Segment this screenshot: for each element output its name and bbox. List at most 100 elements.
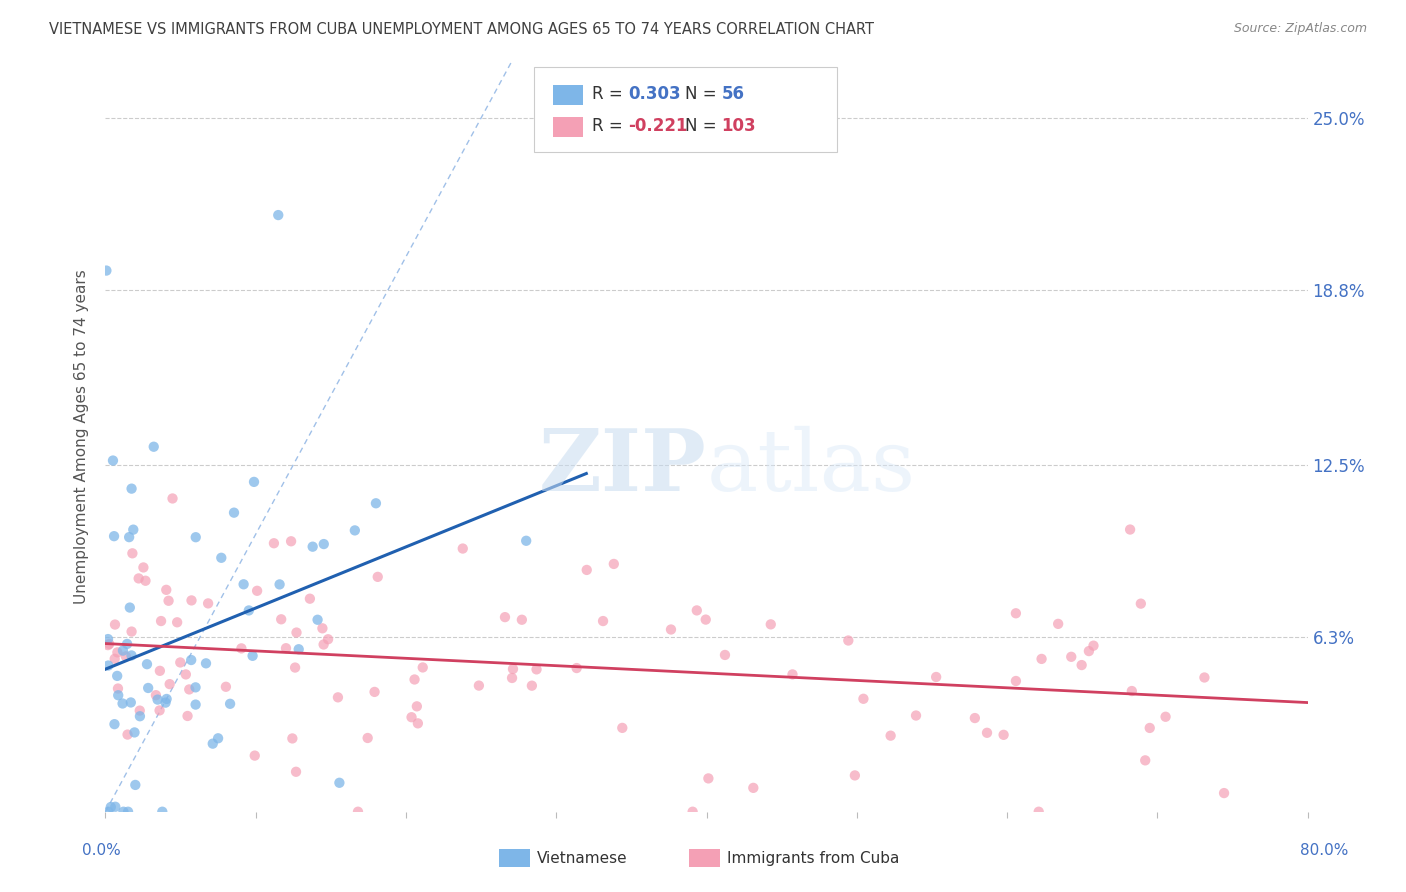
Point [742, 780, 765, 795]
Point [112, 805, 135, 819]
Point [101, 453, 124, 467]
Y-axis label: Unemployment Among Ages 65 to 74 years: Unemployment Among Ages 65 to 74 years [75, 269, 90, 605]
Point [401, 710, 423, 724]
Point [281, 731, 304, 746]
Point [612, 721, 634, 735]
Point [1070, 658, 1092, 673]
Point [243, 475, 266, 489]
Point [246, 583, 269, 598]
Text: 56: 56 [721, 85, 744, 103]
Point [207, 731, 229, 746]
Point [136, 681, 159, 695]
Point [686, 603, 709, 617]
Point [592, 614, 614, 628]
Point [184, 698, 207, 712]
Point [501, 671, 523, 685]
Point [1119, 523, 1142, 537]
Point [659, 623, 682, 637]
Point [697, 772, 720, 786]
Point [97, 658, 120, 673]
Point [343, 524, 366, 538]
Text: Source: ZipAtlas.com: Source: ZipAtlas.com [1233, 22, 1367, 36]
Point [120, 696, 142, 710]
Point [215, 680, 238, 694]
Point [510, 613, 533, 627]
Point [169, 656, 191, 670]
Point [269, 577, 291, 591]
Point [494, 610, 516, 624]
Point [166, 615, 188, 630]
Point [180, 653, 202, 667]
Point [993, 728, 1015, 742]
Point [307, 613, 329, 627]
Point [270, 612, 292, 626]
Point [364, 496, 387, 510]
Point [347, 805, 370, 819]
Point [149, 664, 172, 678]
Point [150, 614, 173, 628]
Point [121, 648, 143, 663]
Point [114, 649, 136, 664]
Point [565, 661, 588, 675]
Point [1154, 710, 1177, 724]
Point [103, 717, 125, 731]
Point [195, 657, 218, 671]
Point [124, 725, 146, 739]
Point [222, 506, 245, 520]
Point [103, 529, 125, 543]
Text: atlas: atlas [707, 425, 915, 508]
Point [134, 574, 156, 588]
Point [312, 638, 335, 652]
Point [1005, 673, 1028, 688]
Point [155, 582, 177, 597]
Point [100, 800, 122, 814]
Point [301, 540, 323, 554]
Point [404, 673, 426, 687]
Point [520, 679, 543, 693]
Point [117, 728, 139, 742]
Point [105, 669, 128, 683]
Point [184, 681, 207, 695]
Point [526, 662, 548, 676]
Point [406, 716, 429, 731]
Point [117, 805, 139, 819]
Text: Immigrants from Cuba: Immigrants from Cuba [727, 851, 900, 865]
Point [263, 536, 285, 550]
Point [879, 729, 901, 743]
Point [1121, 684, 1143, 698]
Point [179, 682, 201, 697]
Point [159, 677, 181, 691]
Point [328, 776, 350, 790]
Text: VIETNAMESE VS IMMIGRANTS FROM CUBA UNEMPLOYMENT AMONG AGES 65 TO 74 YEARS CORREL: VIETNAMESE VS IMMIGRANTS FROM CUBA UNEMP… [49, 22, 875, 37]
Point [367, 570, 389, 584]
Text: 80.0%: 80.0% [1301, 843, 1348, 858]
Point [107, 688, 129, 702]
Point [1028, 805, 1050, 819]
Point [357, 731, 380, 745]
Point [326, 690, 349, 705]
Point [129, 709, 152, 723]
Text: R =: R = [592, 117, 628, 135]
Point [142, 440, 165, 454]
Text: N =: N = [685, 85, 721, 103]
Point [148, 703, 170, 717]
Point [1129, 597, 1152, 611]
Point [1213, 786, 1236, 800]
Point [231, 641, 253, 656]
Point [405, 699, 427, 714]
Point [121, 624, 143, 639]
Point [412, 660, 434, 674]
Point [176, 709, 198, 723]
Text: ZIP: ZIP [538, 425, 707, 509]
Point [118, 600, 141, 615]
Point [782, 667, 804, 681]
Point [132, 560, 155, 574]
Point [844, 768, 866, 782]
Point [714, 648, 737, 662]
Point [575, 563, 598, 577]
Point [1047, 616, 1070, 631]
Point [107, 681, 129, 696]
Text: 0.303: 0.303 [628, 85, 681, 103]
Point [150, 805, 173, 819]
Point [96, 263, 118, 277]
